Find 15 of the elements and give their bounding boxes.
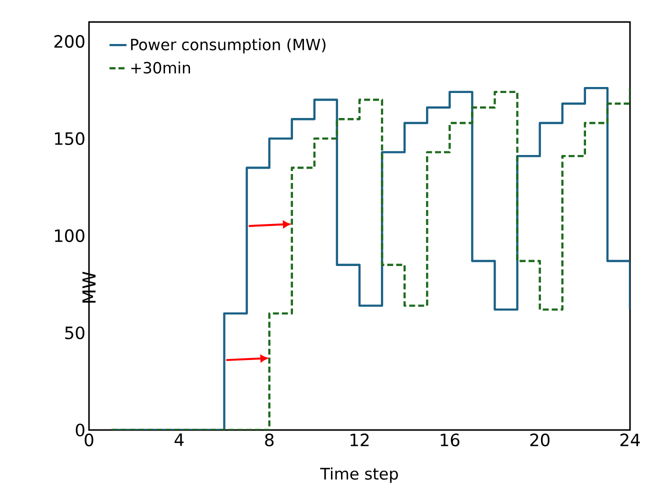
x-axis-title: Time step	[320, 467, 398, 483]
x-tick-label: 0	[84, 434, 94, 446]
legend-label: +30min	[131, 62, 190, 74]
x-tick-label: 24	[620, 434, 640, 446]
legend-label: Power consumption (MW)	[131, 38, 326, 54]
x-tick-label: 4	[174, 434, 184, 446]
y-tick-label: 200	[54, 35, 84, 48]
y-tick-label: 0	[76, 424, 84, 436]
x-tick-label: 16	[440, 434, 460, 446]
x-tick-label: 8	[265, 434, 274, 446]
x-tick-label: 12	[350, 434, 369, 446]
y-tick-label: 100	[55, 229, 84, 242]
y-tick-label: 150	[55, 132, 84, 145]
y-tick-label: 50	[65, 326, 84, 340]
x-tick-label: 20	[530, 434, 550, 446]
